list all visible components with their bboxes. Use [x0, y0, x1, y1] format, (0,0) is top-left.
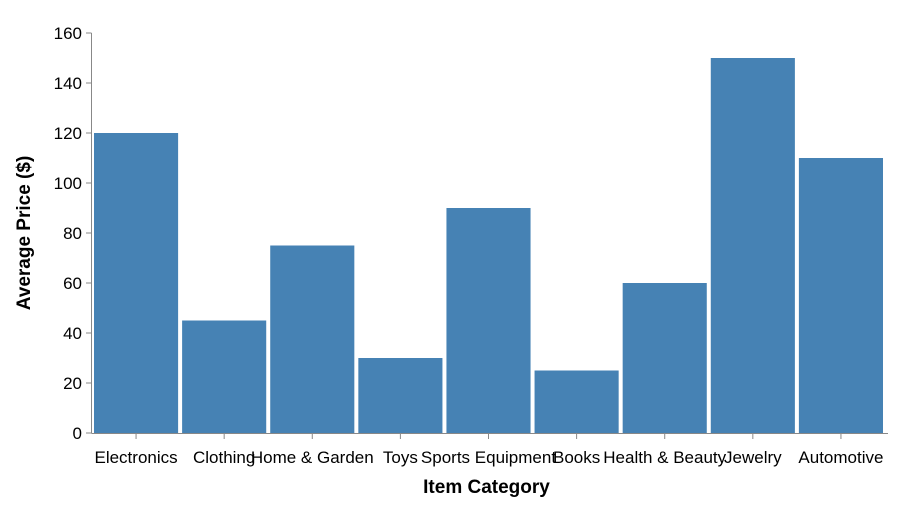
- bar: [798, 158, 883, 433]
- bar: [94, 133, 179, 433]
- x-axis-title: Item Category: [423, 477, 550, 498]
- y-tick-label: 40: [63, 324, 82, 343]
- x-tick-label: Jewelry: [724, 448, 782, 467]
- y-tick-label: 20: [63, 374, 82, 393]
- x-tick-label: Clothing: [193, 448, 255, 467]
- bar: [270, 245, 355, 433]
- bars: [94, 58, 883, 433]
- y-tick-label: 160: [54, 24, 82, 43]
- bar: [446, 208, 531, 433]
- bar: [710, 58, 795, 433]
- x-tick-label: Electronics: [94, 448, 177, 467]
- y-tick-label: 120: [54, 124, 82, 143]
- y-axis-title: Average Price ($): [14, 156, 35, 311]
- x-tick-label: Automotive: [798, 448, 883, 467]
- bar: [358, 358, 443, 433]
- y-tick-label: 0: [73, 424, 82, 443]
- y-tick-label: 60: [63, 274, 82, 293]
- bar: [622, 283, 707, 433]
- x-tick-label: Home & Garden: [251, 448, 374, 467]
- bar: [182, 320, 267, 433]
- x-tick-label: Toys: [383, 448, 418, 467]
- x-tick-label: Sports Equipment: [421, 448, 556, 467]
- x-tick-label: Health & Beauty: [603, 448, 726, 467]
- y-tick-label: 80: [63, 224, 82, 243]
- y-tick-label: 140: [54, 74, 82, 93]
- y-axis: 0 20 40 60 80 100 120 140 160: [54, 24, 92, 443]
- x-tick-label: Books: [553, 448, 600, 467]
- y-tick-label: 100: [54, 174, 82, 193]
- bar: [534, 370, 619, 433]
